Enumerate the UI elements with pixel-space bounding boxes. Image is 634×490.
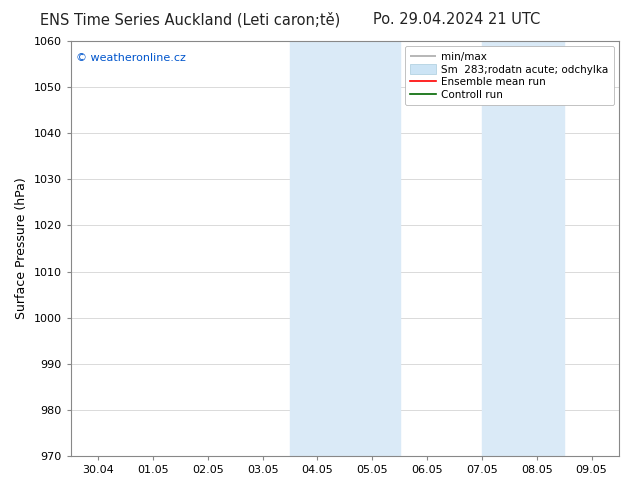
Legend: min/max, Sm  283;rodatn acute; odchylka, Ensemble mean run, Controll run: min/max, Sm 283;rodatn acute; odchylka, … — [405, 46, 614, 105]
Y-axis label: Surface Pressure (hPa): Surface Pressure (hPa) — [15, 178, 28, 319]
Text: © weatheronline.cz: © weatheronline.cz — [76, 53, 186, 64]
Bar — [290, 41, 399, 456]
Bar — [482, 41, 564, 456]
Text: Po. 29.04.2024 21 UTC: Po. 29.04.2024 21 UTC — [373, 12, 540, 27]
Title: ENS Time Series Auckland (Leti caron;tě)     Po. 29.04.2024 21 UTC: ENS Time Series Auckland (Leti caron;tě)… — [0, 489, 1, 490]
Text: ENS Time Series Auckland (Leti caron;tě): ENS Time Series Auckland (Leti caron;tě) — [40, 12, 340, 28]
